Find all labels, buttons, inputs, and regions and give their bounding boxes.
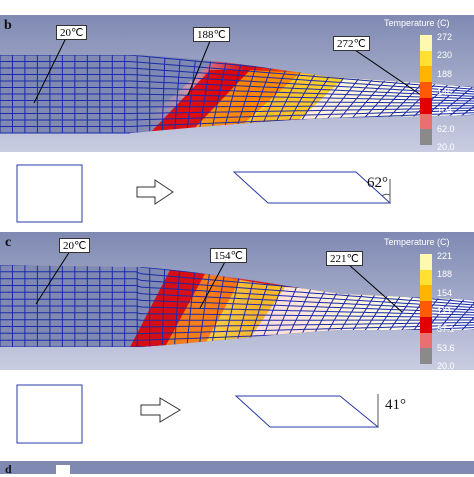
legend-b-tick-label: 104: [437, 105, 452, 115]
original-square-c: [17, 385, 82, 443]
shear-angle-c: 41°: [385, 397, 406, 414]
legend-b-tick-label: 188: [437, 69, 452, 79]
legend-b-tick-label: 20.0: [437, 142, 455, 152]
callout-b-20: 20℃: [56, 25, 87, 40]
legend-b-color-segment: [420, 66, 432, 82]
legend-c-tick-label: 87.1: [437, 324, 455, 334]
callout-c-221: 221℃: [326, 251, 363, 266]
leader-b-20: [34, 38, 66, 103]
callout-c-20: 20℃: [59, 238, 90, 253]
legend-c-color-segment: [420, 254, 432, 270]
legend-b-tick-label: 62.0: [437, 124, 455, 134]
legend-b-color-segment: [420, 114, 432, 130]
legend-c-color-segment: [420, 348, 432, 364]
sheared-shape-c: [236, 396, 378, 427]
legend-c-tick-label: 20.0: [437, 361, 455, 371]
legend-c-color-segment: [420, 270, 432, 286]
shape-row-c: [0, 372, 474, 457]
legend-b-tick-label: 230: [437, 50, 452, 60]
callout-b-272: 272℃: [333, 36, 370, 51]
angle-arc-b: [382, 194, 390, 196]
legend-c-ticks: 221 188 154 121 87.1 53.6 20.0: [437, 253, 471, 369]
panel-d-simulation: [0, 461, 474, 474]
legend-c-tick-label: 121: [437, 306, 452, 316]
legend-b-tick-label: 146: [437, 87, 452, 97]
legend-b-colorbar: [420, 35, 432, 145]
legend-b-color-segment: [420, 98, 432, 114]
legend-b-color-segment: [420, 129, 432, 145]
leader-b-272: [352, 48, 424, 97]
legend-b-color-segment: [420, 51, 432, 67]
legend-c-color-segment: [420, 301, 432, 317]
leader-c-20: [36, 251, 70, 304]
legend-c-color-segment: [420, 317, 432, 333]
legend-b-tick-label: 272: [437, 32, 452, 42]
leader-c-221: [348, 264, 402, 312]
legend-b-color-segment: [420, 82, 432, 98]
shear-angle-b: 62°: [367, 175, 388, 192]
legend-c-colorbar: [420, 254, 432, 364]
legend-c-color-segment: [420, 333, 432, 349]
leader-b-188: [188, 41, 210, 95]
legend-b-ticks: 272 230 188 146 104 62.0 20.0: [437, 34, 471, 150]
panel-d-letter: d: [5, 462, 12, 477]
transform-arrow-c: [141, 398, 180, 422]
callout-b-188: 188℃: [193, 27, 230, 42]
legend-c-color-segment: [420, 285, 432, 301]
callout-c-154: 154℃: [210, 248, 247, 263]
legend-c-tick-label: 221: [437, 251, 452, 261]
transform-arrow-b: [137, 180, 173, 204]
panel-d-callout: [56, 465, 70, 474]
legend-b-title: Temperature (C): [384, 18, 450, 28]
shape-row-b: [0, 153, 474, 230]
legend-c-tick-label: 188: [437, 269, 452, 279]
legend-c-tick-label: 154: [437, 288, 452, 298]
legend-b-color-segment: [420, 35, 432, 51]
original-square-b: [17, 165, 82, 222]
shape-row-b-figure: [0, 153, 474, 230]
shape-row-c-figure: [0, 372, 474, 457]
legend-c-title: Temperature (C): [384, 237, 450, 247]
leader-c-154: [200, 260, 226, 308]
legend-c-tick-label: 53.6: [437, 343, 455, 353]
